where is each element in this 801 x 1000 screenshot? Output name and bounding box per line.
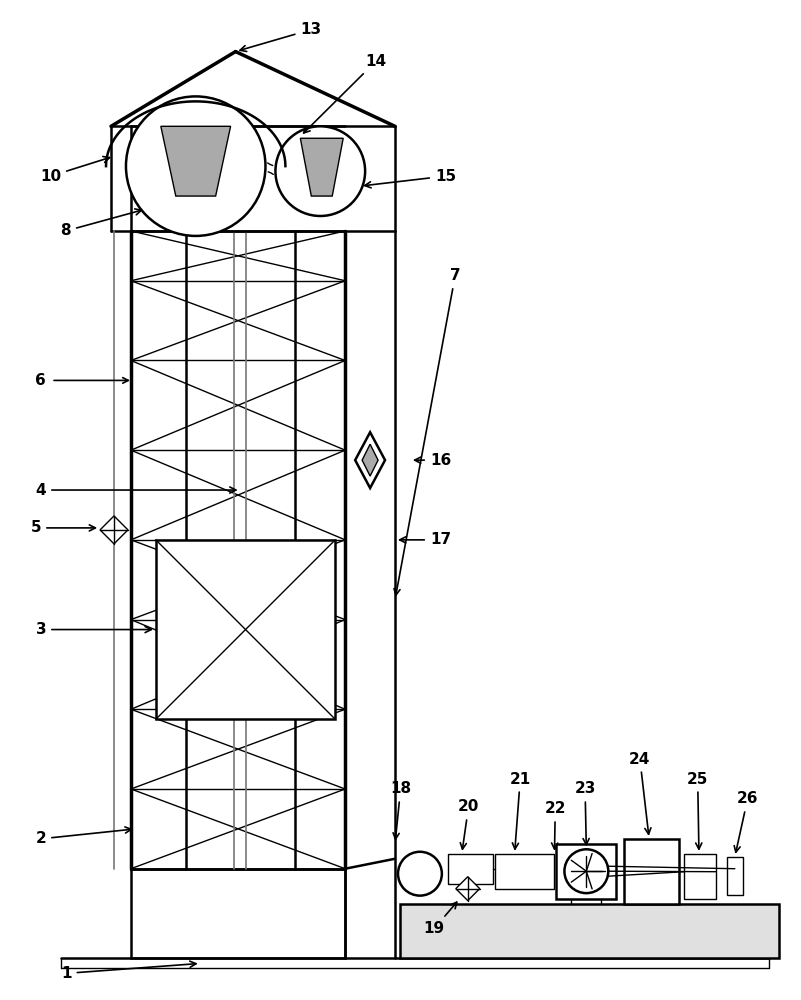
Text: 3: 3 bbox=[35, 622, 151, 637]
Text: 15: 15 bbox=[364, 169, 456, 188]
Text: 6: 6 bbox=[35, 373, 46, 388]
Bar bbox=[727, 857, 743, 895]
Circle shape bbox=[565, 849, 608, 893]
Text: 17: 17 bbox=[400, 532, 451, 547]
Polygon shape bbox=[456, 877, 480, 901]
Text: 8: 8 bbox=[61, 209, 142, 238]
Bar bbox=[495, 854, 554, 889]
Bar bbox=[400, 904, 779, 958]
Text: 13: 13 bbox=[240, 22, 321, 51]
Circle shape bbox=[126, 96, 265, 236]
Text: 22: 22 bbox=[545, 801, 566, 849]
Text: 16: 16 bbox=[415, 453, 451, 468]
Text: 25: 25 bbox=[687, 772, 708, 849]
Bar bbox=[624, 839, 679, 904]
Text: 19: 19 bbox=[424, 902, 457, 936]
Text: 24: 24 bbox=[630, 752, 651, 834]
Polygon shape bbox=[161, 126, 231, 196]
Bar bbox=[131, 869, 345, 958]
Text: 4: 4 bbox=[35, 483, 236, 498]
Bar bbox=[156, 540, 336, 719]
Text: 2: 2 bbox=[35, 827, 131, 846]
Circle shape bbox=[276, 126, 365, 216]
Text: 10: 10 bbox=[40, 157, 110, 184]
Bar bbox=[448, 854, 493, 884]
Text: 20: 20 bbox=[458, 799, 479, 849]
Text: 18: 18 bbox=[390, 781, 411, 839]
Text: 14: 14 bbox=[304, 54, 386, 133]
Polygon shape bbox=[362, 444, 378, 476]
Polygon shape bbox=[300, 138, 343, 196]
Polygon shape bbox=[355, 432, 385, 488]
Text: 5: 5 bbox=[30, 520, 95, 535]
Text: 23: 23 bbox=[574, 781, 596, 845]
Bar bbox=[684, 854, 716, 899]
Polygon shape bbox=[100, 516, 128, 544]
Circle shape bbox=[398, 852, 442, 896]
Text: 7: 7 bbox=[394, 268, 461, 595]
Text: 26: 26 bbox=[735, 791, 759, 852]
Bar bbox=[557, 844, 616, 899]
Text: 1: 1 bbox=[61, 961, 196, 981]
Text: 21: 21 bbox=[509, 772, 531, 849]
